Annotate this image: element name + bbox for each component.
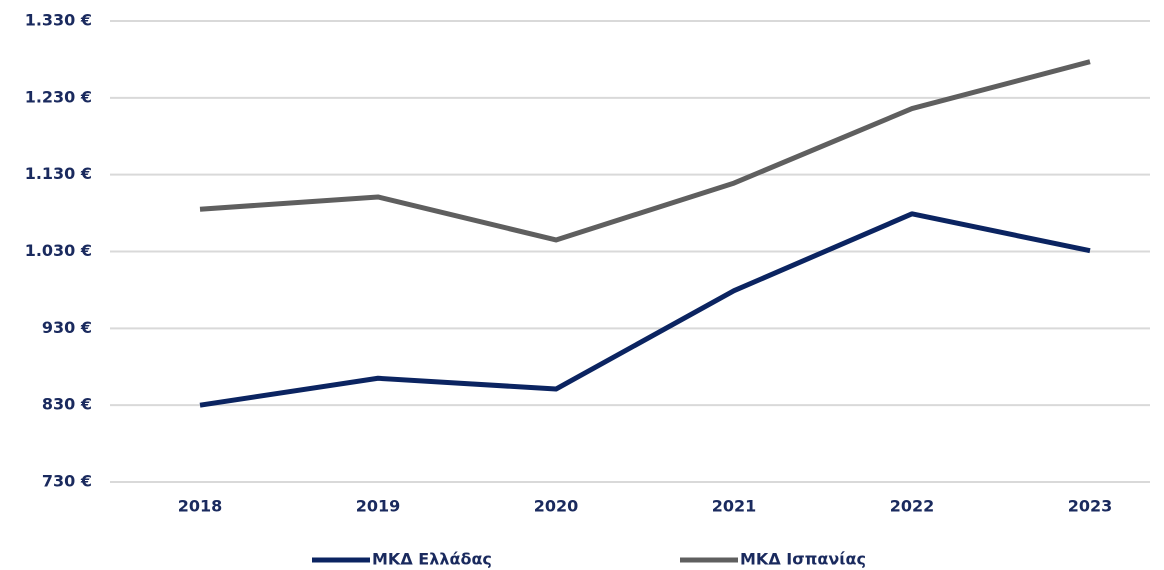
y-tick-label: 730 € <box>42 472 92 491</box>
y-tick-label: 1.230 € <box>25 87 92 106</box>
y-tick-label: 930 € <box>42 318 92 337</box>
x-tick-label: 2022 <box>890 497 935 516</box>
series-line <box>199 211 1091 408</box>
y-tick-label: 830 € <box>42 395 92 414</box>
x-tick-label: 2021 <box>712 497 757 516</box>
legend-label: ΜΚΔ Ισπανίας <box>740 550 866 569</box>
x-tick-label: 2023 <box>1068 497 1113 516</box>
x-tick-label: 2018 <box>178 497 223 516</box>
y-tick-label: 1.130 € <box>25 164 92 183</box>
x-tick-label: 2019 <box>356 497 401 516</box>
legend-label: ΜΚΔ Ελλάδας <box>372 550 492 569</box>
y-tick-label: 1.030 € <box>25 241 92 260</box>
series-line <box>199 59 1091 243</box>
y-tick-label: 1.330 € <box>25 11 92 30</box>
x-tick-label: 2020 <box>534 497 579 516</box>
